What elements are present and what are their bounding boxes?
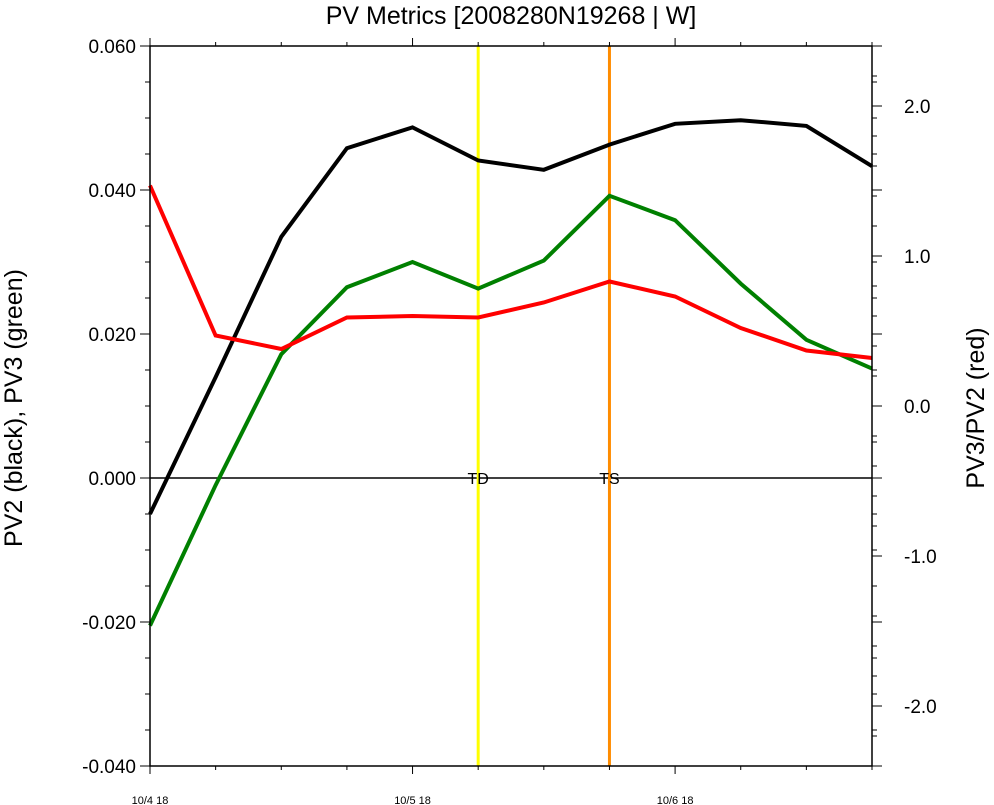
series-line-pv3-pv2 <box>148 184 873 360</box>
y-left-tick-label: 0.020 <box>88 325 136 346</box>
x-tick-label: 10/4 18 <box>132 795 169 805</box>
y-left-label: PV2 (black), PV3 (green) <box>0 269 28 547</box>
event-label-ts: TS <box>599 471 619 488</box>
x-tick-label: 10/5 18 <box>394 795 431 805</box>
y-right-tick-label: 2.0 <box>904 97 930 118</box>
y-right-tick-label: -2.0 <box>904 697 937 718</box>
chart-title: PV Metrics [2008280N19268 | W] <box>326 2 697 30</box>
series-line-pv2 <box>148 118 874 515</box>
y-left-tick-label: -0.020 <box>82 613 136 634</box>
y-right-tick-label: 1.0 <box>904 247 930 268</box>
y-left-tick-label: -0.040 <box>82 757 136 778</box>
y-left-tick-label: 0.040 <box>88 181 136 202</box>
y-left-tick-label: 0.000 <box>88 469 136 490</box>
axis-ticks: -0.040 -0.020 0.000 0.020 0.040 0.060 -2.0 -1.0… <box>82 37 937 805</box>
series-line-pv3 <box>148 193 873 627</box>
y-left-tick-label: 0.060 <box>88 37 136 58</box>
y-right-label: PV3/PV2 (red) <box>962 327 990 488</box>
y-right-tick-label: 0.0 <box>904 397 930 418</box>
x-tick-label: 10/6 18 <box>657 795 694 805</box>
y-right-tick-label: -1.0 <box>904 547 937 568</box>
chart-marks: TD TS <box>148 46 874 766</box>
event-label-td: TD <box>468 471 489 488</box>
plot-frame <box>149 45 873 767</box>
